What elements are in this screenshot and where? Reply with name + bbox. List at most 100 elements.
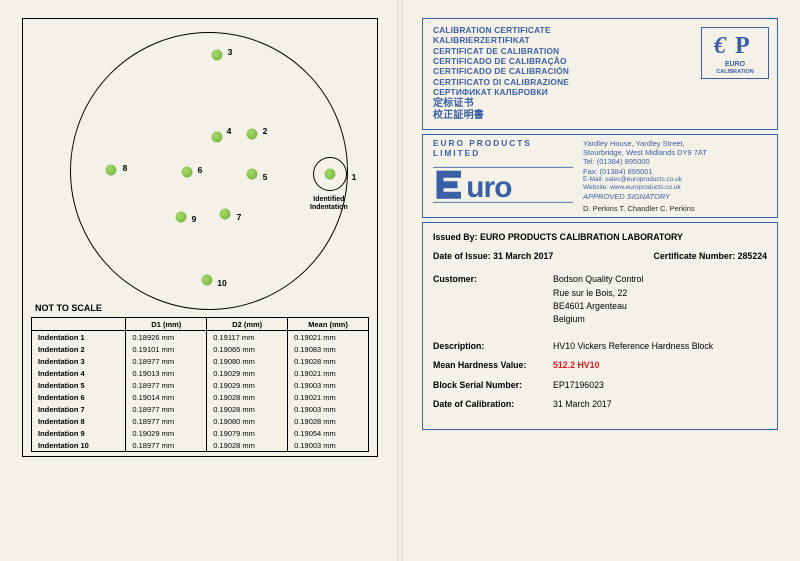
certificate-details: Issued By: EURO PRODUCTS CALIBRATION LAB…: [422, 222, 778, 430]
customer-line: Belgium: [553, 313, 767, 326]
title-block: CALIBRATION CERTIFICATEKALIBRIERZERTIFIK…: [422, 18, 778, 130]
table-cell: 0.19080 mm: [207, 355, 288, 367]
table-row: Indentation 50.18977 mm0.19029 mm0.19003…: [32, 379, 369, 391]
table-cell: Indentation 8: [32, 415, 126, 427]
title-line: СЕРТИФИКАТ КАЛБРОВКИ: [433, 87, 769, 97]
svg-text:uro: uro: [466, 171, 512, 204]
table-row: Indentation 40.19013 mm0.19029 mm0.19021…: [32, 367, 369, 379]
right-page: CALIBRATION CERTIFICATEKALIBRIERZERTIFIK…: [400, 0, 800, 561]
table-header: Mean (mm): [288, 318, 369, 331]
indentation-label: 1: [352, 172, 357, 182]
table-cell: 0.18977 mm: [126, 415, 207, 427]
table-cell: Indentation 4: [32, 367, 126, 379]
indentation-dot: [247, 169, 258, 180]
table-cell: 0.19029 mm: [207, 367, 288, 379]
indentation-label: 4: [227, 126, 232, 136]
indentation-label: 5: [263, 172, 268, 182]
table-cell: Indentation 7: [32, 403, 126, 415]
table-cell: 0.19028 mm: [207, 439, 288, 452]
table-cell: Indentation 5: [32, 379, 126, 391]
customer-line: Bodson Quality Control: [553, 273, 767, 286]
svg-text:P: P: [735, 33, 750, 59]
certificate-sheet: 1IdentifiedIndentation2345678910 NOT TO …: [0, 0, 800, 561]
table-cell: Indentation 10: [32, 439, 126, 452]
table-cell: Indentation 9: [32, 427, 126, 439]
indentation-label: 8: [123, 163, 128, 173]
table-cell: 0.19028 mm: [207, 403, 288, 415]
indentation-dot: [220, 209, 231, 220]
ep-logo-icon: € P: [711, 31, 759, 59]
table-header: D2 (mm): [207, 318, 288, 331]
customer-line: BE4601 Argenteau: [553, 300, 767, 313]
table-row: Indentation 90.19029 mm0.19079 mm0.19054…: [32, 427, 369, 439]
table-cell: 0.19028 mm: [207, 391, 288, 403]
table-cell: 0.19065 mm: [207, 343, 288, 355]
serial-row: Block Serial Number: EP17196023: [433, 379, 767, 392]
customer-row: Customer: Bodson Quality ControlRue sur …: [433, 273, 767, 326]
left-page: 1IdentifiedIndentation2345678910 NOT TO …: [0, 0, 400, 561]
euro-logo-icon: uro: [433, 162, 573, 204]
table-cell: 0.19013 mm: [126, 367, 207, 379]
table-cell: Indentation 6: [32, 391, 126, 403]
table-row: Indentation 10.18926 mm0.19117 mm0.19021…: [32, 331, 369, 344]
table-header: [32, 318, 126, 331]
issued-by-row: Issued By: EURO PRODUCTS CALIBRATION LAB…: [433, 231, 767, 244]
table-cell: 0.18977 mm: [126, 379, 207, 391]
date-cal-row: Date of Calibration: 31 March 2017: [433, 398, 767, 411]
title-line-cjk: 校正証明書: [433, 110, 769, 123]
table-cell: 0.19101 mm: [126, 343, 207, 355]
table-cell: 0.19029 mm: [207, 379, 288, 391]
indentation-dot: [212, 132, 223, 143]
indentation-dot: [202, 275, 213, 286]
table-row: Indentation 100.18977 mm0.19028 mm0.1900…: [32, 439, 369, 452]
table-cell: 0.18977 mm: [126, 403, 207, 415]
indentation-label: 9: [192, 214, 197, 224]
table-cell: 0.18977 mm: [126, 439, 207, 452]
indentation-label: 2: [263, 126, 268, 136]
table-cell: 0.19029 mm: [126, 427, 207, 439]
table-row: Indentation 30.18977 mm0.19080 mm0.19028…: [32, 355, 369, 367]
indentation-dot: [106, 165, 117, 176]
mean-hardness-row: Mean Hardness Value: 512.2 HV10: [433, 359, 767, 372]
customer-line: Rue sur le Bois, 22: [553, 287, 767, 300]
diagram-box: 1IdentifiedIndentation2345678910 NOT TO …: [22, 18, 378, 457]
table-row: Indentation 20.19101 mm0.19065 mm0.19083…: [32, 343, 369, 355]
issue-date-cert-row: Date of Issue: 31 March 2017 Certificate…: [433, 250, 767, 263]
company-block: EURO PRODUCTS LIMITED uro Yardley House,…: [422, 134, 778, 219]
indentation-dot: [247, 129, 258, 140]
table-header: D1 (mm): [126, 318, 207, 331]
table-cell: 0.19003 mm: [288, 379, 369, 391]
indentation-dot: [176, 212, 187, 223]
table-cell: 0.19028 mm: [288, 415, 369, 427]
indentation-label: 10: [217, 278, 226, 288]
indentation-label: 6: [198, 165, 203, 175]
table-cell: 0.19079 mm: [207, 427, 288, 439]
table-cell: 0.19021 mm: [288, 367, 369, 379]
table-cell: 0.19003 mm: [288, 439, 369, 452]
identified-ring: [313, 157, 347, 191]
table-cell: 0.19117 mm: [207, 331, 288, 344]
indentation-diagram: 1IdentifiedIndentation2345678910: [65, 27, 335, 297]
table-row: Indentation 70.18977 mm0.19028 mm0.19003…: [32, 403, 369, 415]
measurement-table: D1 (mm)D2 (mm)Mean (mm) Indentation 10.1…: [31, 317, 369, 452]
table-cell: 0.19083 mm: [288, 343, 369, 355]
table-row: Indentation 80.18977 mm0.19080 mm0.19028…: [32, 415, 369, 427]
table-cell: 0.19021 mm: [288, 391, 369, 403]
table-cell: 0.18926 mm: [126, 331, 207, 344]
table-cell: 0.19014 mm: [126, 391, 207, 403]
indentation-label: 7: [237, 212, 242, 222]
table-cell: 0.19003 mm: [288, 403, 369, 415]
table-cell: 0.19021 mm: [288, 331, 369, 344]
euro-calibration-badge: € P EUROCALIBRATION: [701, 27, 769, 79]
company-name: EURO PRODUCTS LIMITED: [423, 135, 583, 160]
indentation-dot: [182, 167, 193, 178]
table-cell: 0.19054 mm: [288, 427, 369, 439]
table-cell: Indentation 2: [32, 343, 126, 355]
svg-text:€: €: [713, 33, 727, 59]
identified-label: IdentifiedIndentation: [310, 196, 348, 211]
title-line-cjk: 定标证书: [433, 98, 769, 111]
company-address: Yardley House, Yardley Street, Stourbrid…: [583, 135, 777, 218]
table-cell: 0.19080 mm: [207, 415, 288, 427]
description-row: Description: HV10 Vickers Reference Hard…: [433, 340, 767, 353]
table-cell: Indentation 3: [32, 355, 126, 367]
